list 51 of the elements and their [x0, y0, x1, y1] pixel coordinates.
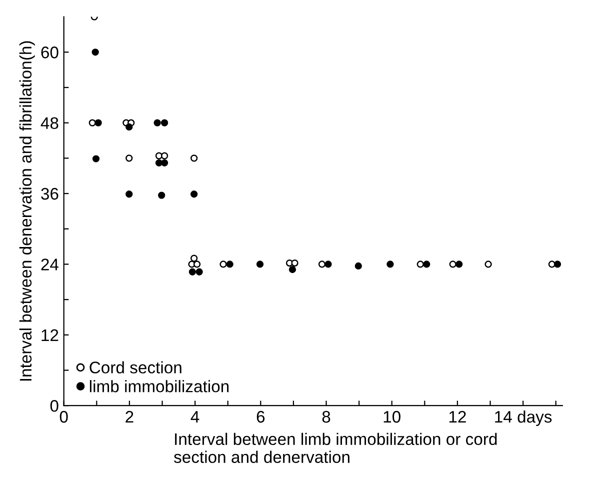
point: [190, 254, 198, 262]
y-axis-title: Interval between denervation and fibrillation(h): [19, 41, 35, 381]
point: [226, 260, 234, 268]
point: [288, 266, 296, 274]
point: [126, 190, 133, 198]
point: [193, 260, 201, 268]
point: [92, 155, 100, 162]
x-tick-label: 14 days: [495, 410, 552, 426]
x-tick-label: 10: [384, 410, 400, 423]
point: [354, 262, 362, 270]
x-tick-label: 6: [256, 410, 265, 423]
point: [291, 259, 298, 267]
point: [318, 260, 326, 268]
point: [256, 260, 264, 268]
point: [160, 152, 168, 160]
point: [484, 260, 492, 268]
point: [158, 192, 166, 199]
point: [324, 260, 332, 268]
y-tick-label: 60: [41, 46, 58, 58]
y-tick-label: 12: [42, 329, 58, 341]
point: [554, 260, 562, 268]
point: [126, 123, 133, 131]
point: [88, 119, 96, 126]
y-tick-label: 36: [41, 188, 58, 200]
point: [196, 268, 203, 276]
point: [449, 260, 456, 268]
legend-label: Cord section: [90, 361, 182, 374]
x-axis-title: Interval between limb immobilization or cord section and denervation: [174, 432, 497, 464]
point: [220, 260, 227, 268]
x-tick-label: 0: [60, 410, 68, 423]
y-tick-label: 24: [41, 258, 58, 270]
point: [154, 119, 161, 126]
x-tick-label: 8: [322, 410, 330, 423]
y-tick-label: 48: [40, 117, 58, 130]
point: [386, 260, 394, 268]
point: [188, 268, 196, 276]
x-tick-label: 2: [126, 410, 134, 423]
x-tick-label: 12: [449, 410, 466, 423]
legend-label: limb immobilization: [90, 380, 229, 392]
point: [92, 48, 99, 56]
point: [423, 260, 430, 268]
x-tick-label: 4: [190, 411, 200, 423]
point: [126, 154, 133, 162]
point: [416, 260, 424, 268]
point: [94, 119, 102, 126]
point: [190, 154, 198, 162]
y-tick-label: 0: [50, 400, 58, 412]
point: [160, 119, 168, 126]
point: [160, 159, 168, 166]
point: [456, 260, 463, 268]
point: [190, 190, 198, 198]
